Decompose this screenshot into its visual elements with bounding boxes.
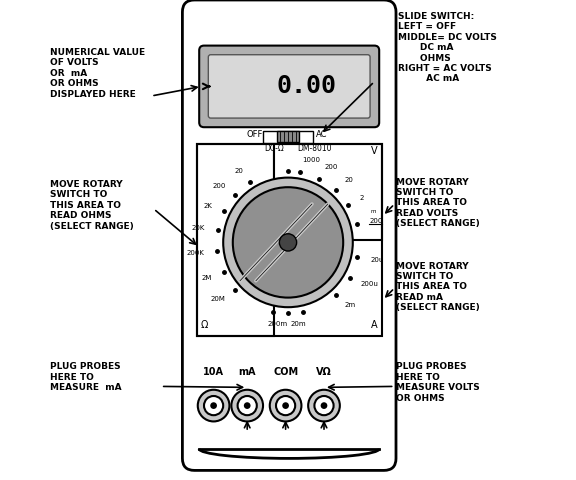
FancyBboxPatch shape	[209, 55, 370, 118]
Text: 200: 200	[369, 217, 382, 224]
Text: 20K: 20K	[192, 225, 205, 231]
Circle shape	[204, 396, 223, 415]
FancyBboxPatch shape	[199, 46, 379, 127]
Circle shape	[244, 402, 251, 409]
Text: SLIDE SWITCH:
LEFT = OFF
MIDDLE= DC VOLTS
       DC mA
       OHMS
RIGHT = AC VO: SLIDE SWITCH: LEFT = OFF MIDDLE= DC VOLT…	[399, 12, 497, 84]
Text: AC: AC	[316, 130, 327, 139]
Bar	[197, 144, 381, 336]
Circle shape	[210, 402, 217, 409]
Text: 0.00: 0.00	[276, 74, 336, 98]
Text: 20u: 20u	[370, 257, 384, 263]
Text: 2m: 2m	[344, 302, 355, 308]
Bar	[263, 131, 313, 143]
Circle shape	[279, 234, 297, 251]
Text: A: A	[371, 320, 378, 330]
Text: 10A: 10A	[203, 367, 224, 377]
Text: 20M: 20M	[211, 296, 226, 301]
Circle shape	[233, 187, 343, 298]
Circle shape	[232, 390, 263, 421]
Text: 20: 20	[344, 177, 353, 183]
Text: MOVE ROTARY
SWITCH TO
THIS AREA TO
READ OHMS
(SELECT RANGE): MOVE ROTARY SWITCH TO THIS AREA TO READ …	[50, 180, 134, 230]
Text: PLUG PROBES
HERE TO
MEASURE VOLTS
OR OHMS: PLUG PROBES HERE TO MEASURE VOLTS OR OHM…	[396, 362, 480, 403]
Circle shape	[314, 396, 334, 415]
Text: MOVE ROTARY
SWITCH TO
THIS AREA TO
READ mA
(SELECT RANGE): MOVE ROTARY SWITCH TO THIS AREA TO READ …	[396, 262, 480, 312]
Text: 200u: 200u	[361, 281, 378, 288]
Text: 200K: 200K	[187, 250, 204, 256]
Text: mA: mA	[238, 367, 256, 377]
Text: 2K: 2K	[204, 203, 213, 209]
Circle shape	[198, 390, 229, 421]
Text: V: V	[371, 146, 378, 156]
Text: 200m: 200m	[267, 322, 287, 327]
Text: 200: 200	[325, 164, 338, 170]
Text: PLUG PROBES
HERE TO
MEASURE  mA: PLUG PROBES HERE TO MEASURE mA	[50, 362, 122, 392]
Circle shape	[321, 402, 327, 409]
Text: 2: 2	[359, 195, 363, 201]
Circle shape	[237, 396, 257, 415]
Circle shape	[308, 390, 340, 421]
Bar	[274, 144, 381, 240]
Text: COM: COM	[273, 367, 298, 377]
Text: VΩ: VΩ	[316, 367, 332, 377]
Circle shape	[270, 390, 301, 421]
Text: 1000: 1000	[302, 156, 321, 163]
Text: 20: 20	[234, 168, 244, 174]
Text: NUMERICAL VALUE
OF VOLTS
OR  mA
OR OHMS
DISPLAYED HERE: NUMERICAL VALUE OF VOLTS OR mA OR OHMS D…	[50, 48, 146, 98]
Text: 20m: 20m	[291, 322, 306, 327]
Text: Ω: Ω	[200, 320, 208, 330]
Circle shape	[276, 396, 295, 415]
Text: DM-8010: DM-8010	[297, 144, 332, 154]
Text: 2M: 2M	[202, 275, 212, 281]
Text: m: m	[370, 209, 376, 214]
Bar	[197, 144, 274, 336]
Circle shape	[223, 178, 353, 307]
Text: MOVE ROTARY
SWITCH TO
THIS AREA TO
READ VOLTS
(SELECT RANGE): MOVE ROTARY SWITCH TO THIS AREA TO READ …	[396, 178, 480, 228]
Bar	[278, 131, 298, 142]
Text: 200: 200	[212, 183, 226, 189]
FancyBboxPatch shape	[183, 0, 396, 470]
Circle shape	[282, 402, 289, 409]
Text: DC-Ω: DC-Ω	[265, 144, 285, 154]
Text: OFF: OFF	[246, 130, 263, 139]
